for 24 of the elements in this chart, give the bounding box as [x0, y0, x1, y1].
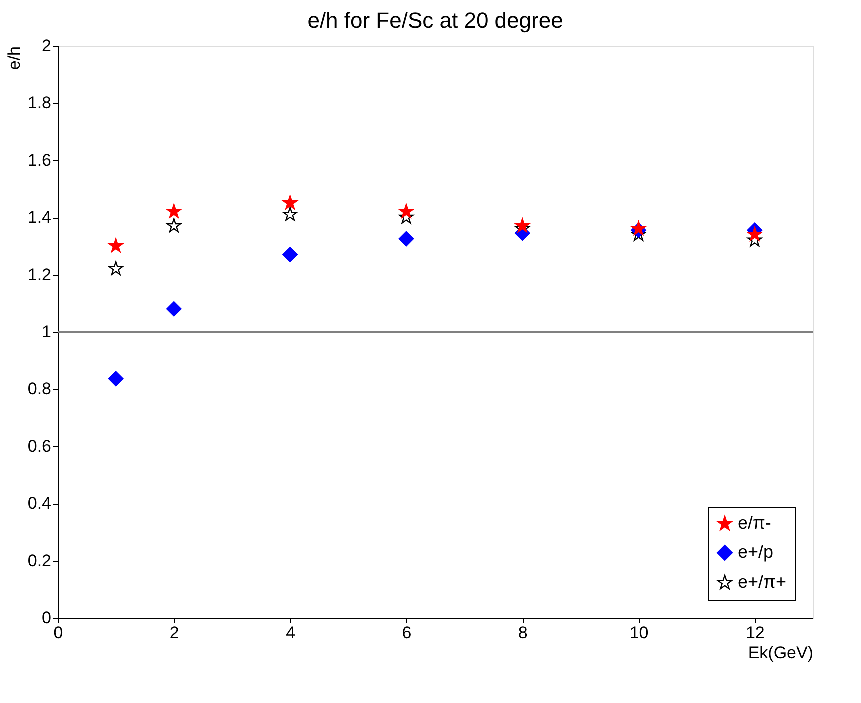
- legend-label: e/π-: [738, 513, 772, 533]
- x-tick-label: 0: [54, 624, 64, 642]
- legend-label: e+/p: [738, 542, 774, 562]
- x-tick-label: 8: [518, 624, 528, 642]
- x-tick-label: 6: [402, 624, 412, 642]
- x-axis-title: Ek(GeV): [748, 644, 814, 662]
- x-tick-label: 2: [170, 624, 180, 642]
- y-tick-label: 1.6: [28, 150, 52, 170]
- x-tick-label: 12: [746, 624, 765, 642]
- chart-title: e/h for Fe/Sc at 20 degree: [308, 8, 564, 33]
- y-tick-label: 1.8: [28, 94, 52, 113]
- y-tick-label: 1.2: [28, 265, 52, 284]
- y-tick-label: 1.4: [28, 208, 52, 228]
- legend-label: e+/π+: [738, 572, 786, 592]
- x-tick-label: 4: [286, 624, 296, 642]
- y-tick-label: 0.6: [28, 436, 52, 456]
- y-tick-label: 0: [42, 608, 52, 628]
- y-tick-label: 1: [42, 322, 52, 342]
- y-tick-label: 0.2: [28, 551, 52, 570]
- y-tick-label: 0.8: [28, 380, 52, 399]
- y-axis-title: e/h: [4, 46, 24, 70]
- x-tick-label: 10: [630, 624, 649, 642]
- y-tick-label: 2: [42, 36, 52, 56]
- y-tick-label: 0.4: [28, 494, 52, 514]
